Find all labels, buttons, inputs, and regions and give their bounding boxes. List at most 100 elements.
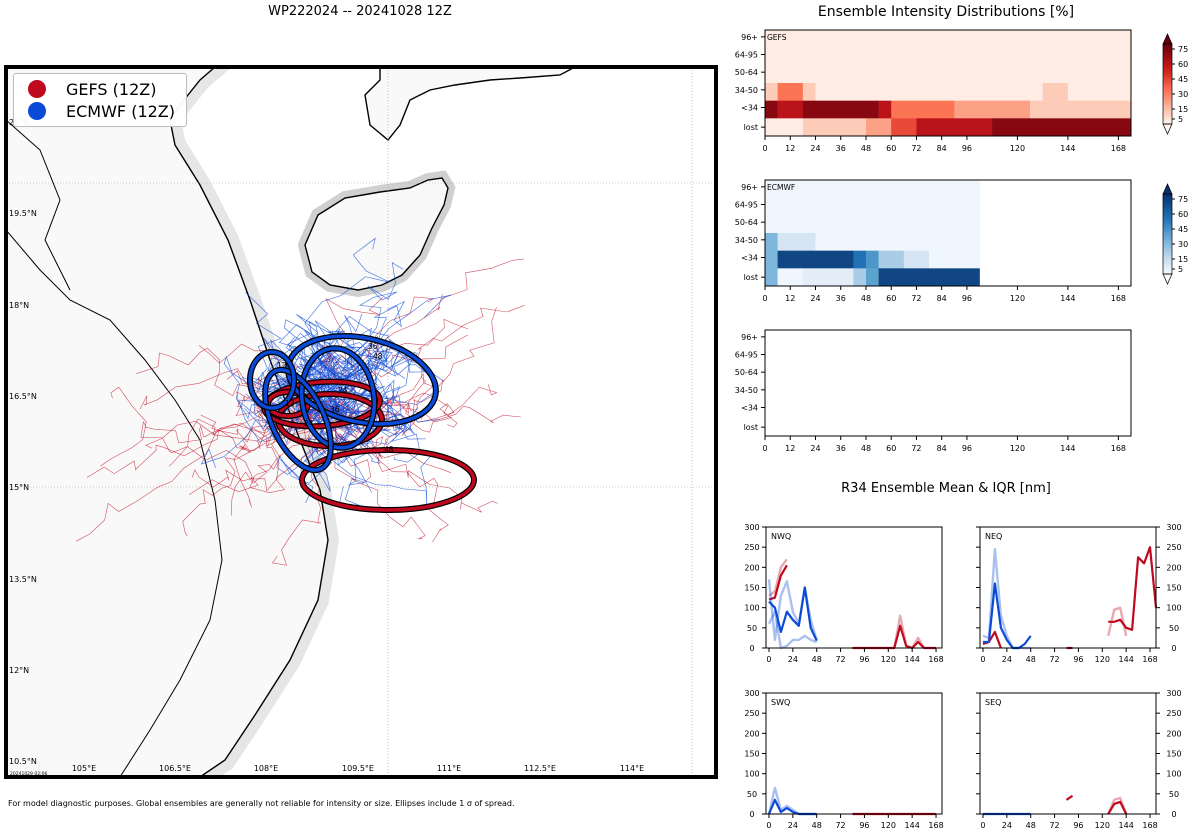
y-tick-label: 250 <box>744 543 759 552</box>
colorbar-segment <box>1163 252 1172 256</box>
heatmap-cell <box>891 118 917 137</box>
series-line <box>1107 796 1128 815</box>
heatmap-cell <box>802 268 854 287</box>
colorbar-segment <box>1163 271 1172 275</box>
colorbar-tick-label: 75 <box>1178 195 1188 204</box>
lat-label: 10.5°N <box>9 757 37 766</box>
colorbar-segment <box>1163 220 1172 224</box>
colorbar-tick-label: 5 <box>1178 265 1183 274</box>
y-tick-label: 250 <box>744 709 759 718</box>
lat-label: 13.5°N <box>9 575 37 584</box>
lat-label: 16.5°N <box>9 392 37 401</box>
heatmap-cell <box>992 118 1132 137</box>
lat-label: 19.5°N <box>9 209 37 218</box>
colorbar-tick-label: 60 <box>1178 60 1188 69</box>
colorbar-extend-bottom <box>1162 273 1173 285</box>
x-tick-label: 0 <box>980 655 985 664</box>
x-tick-label: 144 <box>1060 294 1075 303</box>
r34-nwq-chart: NWQ 0 24 48 72 96 120 144 168 0 50 100 150 200 250 300 <box>744 523 943 664</box>
colorbar-segment <box>1163 73 1172 77</box>
heatmap-cell <box>765 83 778 101</box>
lat-label: 18°N <box>9 301 29 310</box>
ecmwf-track <box>335 300 406 408</box>
x-tick-label: 0 <box>980 821 985 830</box>
colorbar-segment <box>1163 242 1172 246</box>
gefs-track <box>191 422 302 494</box>
y-tick-label: 250 <box>1166 709 1181 718</box>
y-tick-label: 50-64 <box>735 368 758 377</box>
colorbar-segment <box>1163 199 1172 203</box>
x-tick-label: 72 <box>911 144 921 153</box>
x-tick-label: 96 <box>859 821 869 830</box>
ecmwf-track <box>341 313 388 371</box>
ecmwf-track <box>334 347 418 386</box>
chart-title: SEQ <box>985 698 1001 707</box>
colorbar-frame <box>1162 43 1173 125</box>
series-line <box>1065 794 1074 801</box>
gefs-track <box>289 384 498 426</box>
colorbar-segment <box>1163 260 1172 264</box>
heatmap-title: ECMWF <box>767 183 795 192</box>
colorbar-segment <box>1163 258 1172 262</box>
y-tick-label: 0 <box>1171 644 1176 653</box>
chart-title: NEQ <box>985 532 1002 541</box>
x-tick-label: 120 <box>1010 144 1025 153</box>
x-tick-label: 24 <box>788 655 798 664</box>
colorbar-segment <box>1163 236 1172 240</box>
colorbar-segment <box>1163 228 1172 232</box>
y-tick-label: 100 <box>744 770 759 779</box>
series-line <box>768 586 818 642</box>
x-tick-label: 48 <box>861 444 871 453</box>
heatmap-cell <box>765 118 804 137</box>
colorbar-segment <box>1163 121 1172 125</box>
colorbar-segment <box>1163 247 1172 251</box>
y-tick-label: 0 <box>749 644 754 653</box>
y-tick-label: 150 <box>744 584 759 593</box>
x-tick-label: 36 <box>836 144 846 153</box>
colorbar-segment <box>1163 100 1172 104</box>
y-tick-label: 0 <box>1171 810 1176 819</box>
y-tick-label: 0 <box>749 810 754 819</box>
x-tick-label: 24 <box>788 821 798 830</box>
colorbar-segment <box>1163 62 1172 66</box>
empty-intensity-heatmap: 96+ 64-95 50-64 34-50 <34 lost 0 12 24 36 48 60 72 84… <box>735 329 1132 453</box>
ecmwf-intensity-heatmap: 96+ 64-95 50-64 34-50 <34 lost 0 12 24 36 48 60 72 84… <box>735 179 1188 303</box>
colorbar-tick-label: 15 <box>1178 105 1188 114</box>
colorbar-tick-label: 45 <box>1178 225 1188 234</box>
map-title: WP222024 -- 20241028 12Z <box>268 4 452 19</box>
heatmap-frame <box>764 329 1132 437</box>
r34-swq-chart: SWQ 0 24 48 72 96 120 144 168 0 50 100 150 200 250 300 <box>744 689 943 830</box>
y-tick-label: lost <box>744 423 758 432</box>
x-tick-label: 120 <box>1010 444 1025 453</box>
x-tick-label: 0 <box>766 655 771 664</box>
colorbar-segment <box>1163 202 1172 206</box>
x-tick-label: 96 <box>1073 821 1083 830</box>
heatmap-cell <box>777 250 854 269</box>
y-tick-label: 34-50 <box>735 236 758 245</box>
colorbar-extend-top <box>1162 33 1173 45</box>
ecmwf-track <box>263 337 341 379</box>
heatmap-cell <box>802 83 816 101</box>
y-tick-label: 300 <box>1166 689 1181 698</box>
gridlines <box>6 67 716 777</box>
x-tick-label: 0 <box>762 294 767 303</box>
y-tick-label: 96+ <box>741 183 758 192</box>
x-tick-label: 0 <box>762 144 767 153</box>
series-line <box>767 610 818 650</box>
x-tick-label: 96 <box>962 294 972 303</box>
x-tick-label: 48 <box>861 144 871 153</box>
gefs-track <box>110 386 308 444</box>
r34-seq-chart: SEQ 0 24 48 72 96 120 144 168 0 50 100 150 200 250 300 <box>976 689 1182 830</box>
y-tick-label: 300 <box>1166 523 1181 532</box>
colorbar-extend-bottom <box>1162 123 1173 135</box>
peninsula-north <box>364 67 576 141</box>
x-tick-label: 72 <box>911 444 921 453</box>
heatmap-cell <box>916 118 993 137</box>
colorbar-segment <box>1163 57 1172 61</box>
colorbar-segment <box>1163 78 1172 82</box>
chart-title: NWQ <box>771 532 791 541</box>
y-tick-label: <34 <box>741 404 758 413</box>
heatmap-cell <box>1042 83 1069 101</box>
colorbar-segment <box>1163 231 1172 235</box>
y-tick-label: 300 <box>744 523 759 532</box>
